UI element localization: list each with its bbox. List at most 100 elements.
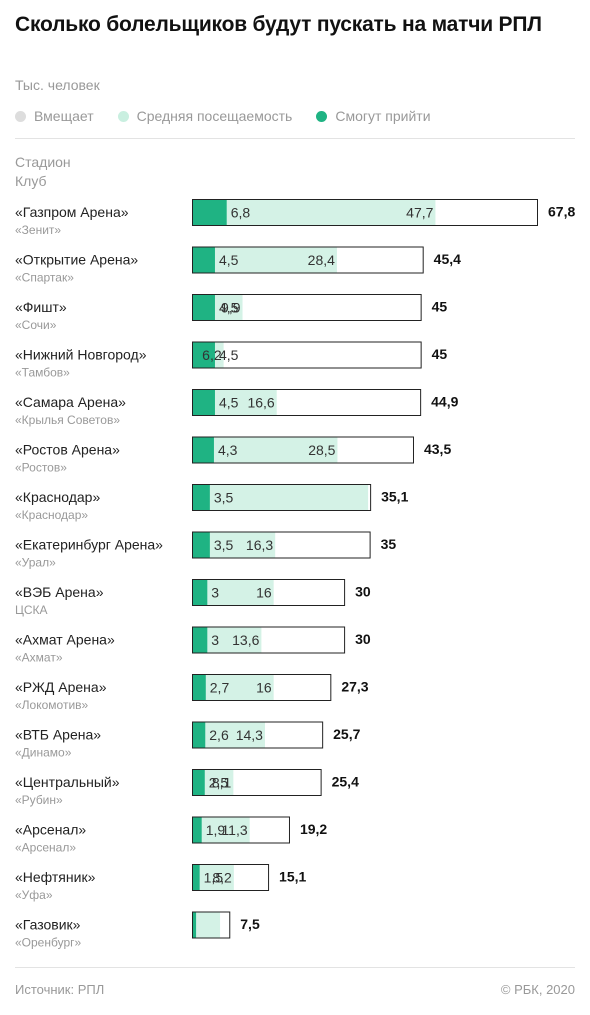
capacity-bar: [192, 531, 371, 559]
allowed-bar: [192, 721, 206, 749]
allowed-bar: [192, 769, 205, 796]
source-note: Источник: РПЛ: [15, 982, 105, 997]
unit-label: Тыс. человек: [15, 77, 100, 93]
attendance-value: 16,6: [247, 395, 274, 411]
attendance-value: 8,2: [212, 870, 232, 886]
club-label: ЦСКА: [15, 603, 48, 617]
attendance-value: 8,1: [212, 775, 232, 791]
header-club: Клуб: [15, 173, 47, 189]
attendance-bar: [192, 199, 436, 226]
capacity-value: 25,4: [332, 774, 359, 790]
capacity-bar: [192, 436, 414, 464]
allowed-value: 4,5: [219, 300, 239, 316]
club-label: «Тамбов»: [15, 366, 70, 380]
capacity-bar: [192, 389, 422, 416]
allowed-bar: [192, 911, 197, 939]
capacity-bar: [192, 199, 538, 226]
attendance-value: 14,3: [236, 727, 263, 743]
allowed-bar: [192, 816, 202, 844]
capacity-bar: [192, 294, 422, 321]
capacity-value: 45: [432, 346, 448, 362]
club-label: «Крылья Советов»: [15, 413, 120, 427]
stadium-label: «Нижний Новгород»: [15, 347, 147, 363]
top-divider: [15, 138, 575, 139]
attendance-bar: [192, 246, 337, 274]
allowed-bar: [192, 294, 215, 321]
capacity-bar: [192, 721, 324, 749]
stadium-label: «Центральный»: [15, 774, 120, 790]
club-label: «Локомотив»: [15, 698, 89, 712]
allowed-bar: [192, 484, 210, 511]
capacity-bar: [192, 484, 372, 511]
club-label: «Уфа»: [15, 888, 53, 902]
attendance-value: 16: [256, 680, 272, 696]
attendance-value: 28,4: [308, 252, 335, 268]
legend-item-capacity: Вмещает: [15, 108, 94, 124]
allowed-value: 4,5: [219, 395, 239, 411]
allowed-bar: [192, 531, 210, 559]
attendance-value: 6,2: [202, 347, 222, 363]
legend-label-capacity: Вмещает: [34, 108, 94, 124]
legend-label-allowed: Смогут прийти: [335, 108, 431, 124]
legend-swatch-attendance: [117, 110, 129, 122]
capacity-bar: [192, 864, 270, 891]
allowed-value: 2,5: [209, 775, 229, 791]
stadium-label: «Краснодар»: [15, 489, 100, 505]
allowed-bar: [192, 246, 215, 274]
legend: Вмещает Средняя посещаемость Смогут прий…: [15, 106, 455, 126]
stadium-label: «ВЭБ Арена»: [15, 584, 104, 600]
capacity-bar: [192, 626, 346, 654]
club-label: «Арсенал»: [15, 841, 76, 855]
allowed-value: 3: [211, 632, 219, 648]
allowed-bar: [192, 579, 208, 606]
capacity-value: 44,9: [431, 394, 458, 410]
stadium-label: «Ахмат Арена»: [15, 632, 115, 648]
club-label: «Ахмат»: [15, 651, 63, 665]
club-label: «Динамо»: [15, 746, 72, 760]
attendance-value: 28,5: [308, 442, 335, 458]
stadium-label: «ВТБ Арена»: [15, 727, 101, 743]
capacity-value: 25,7: [333, 726, 360, 742]
allowed-value: 1,9: [206, 822, 226, 838]
club-label: «Урал»: [15, 556, 56, 570]
stadium-label: «Нефтяник»: [15, 869, 96, 885]
capacity-bar: [192, 816, 290, 844]
capacity-value: 35,1: [381, 489, 408, 505]
bottom-divider: [15, 967, 575, 968]
capacity-value: 30: [355, 631, 371, 647]
capacity-value: 45,4: [434, 251, 461, 267]
capacity-value: 30: [355, 584, 371, 600]
allowed-value: 2,7: [210, 680, 230, 696]
capacity-value: 19,2: [300, 821, 327, 837]
allowed-bar: [192, 864, 200, 891]
stadium-label: «Ростов Арена»: [15, 442, 120, 458]
allowed-value: 3,5: [214, 537, 234, 553]
legend-swatch-capacity: [15, 110, 26, 122]
chart-title: Сколько болельщиков будут пускать на мат…: [15, 13, 542, 36]
club-label: «Зенит»: [15, 223, 61, 237]
legend-swatch-allowed: [316, 110, 328, 122]
allowed-bar: [192, 674, 206, 701]
stadium-label: «Арсенал»: [15, 822, 86, 838]
club-label: «Ростов»: [15, 461, 67, 475]
capacity-bar: [192, 246, 424, 274]
stadium-label: «РЖД Арена»: [15, 679, 107, 695]
attendance-bar: [192, 911, 221, 939]
allowed-value: 4,5: [219, 347, 239, 363]
capacity-bar: [192, 341, 422, 369]
capacity-value: 67,8: [548, 204, 575, 220]
legend-item-allowed: Смогут прийти: [316, 108, 431, 124]
legend-item-attendance: Средняя посещаемость: [117, 108, 293, 124]
stadium-label: «Открытие Арена»: [15, 252, 138, 268]
capacity-value: 35: [381, 536, 397, 552]
capacity-bar: [192, 674, 332, 701]
allowed-value: 2,6: [209, 727, 229, 743]
attendance-bar: [192, 436, 338, 464]
attendance-value: 16,3: [246, 537, 273, 553]
allowed-bar: [192, 389, 215, 416]
allowed-bar: [192, 341, 215, 369]
allowed-value: 3,5: [214, 490, 234, 506]
legend-label-attendance: Средняя посещаемость: [136, 108, 293, 124]
capacity-bar: [192, 769, 322, 796]
